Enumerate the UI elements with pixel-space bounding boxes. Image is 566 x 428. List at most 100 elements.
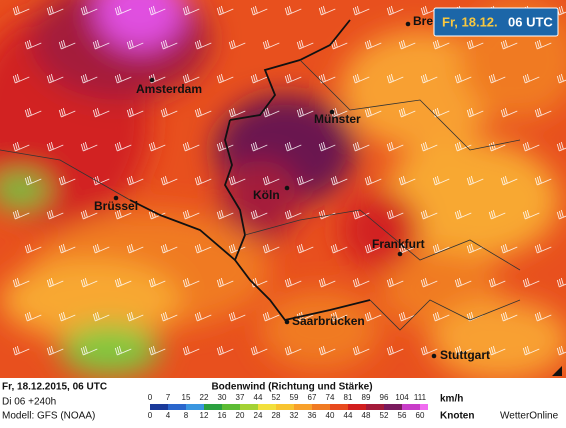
knots-label: 56	[398, 411, 407, 420]
wind-barb	[92, 107, 110, 118]
wind-barb	[500, 39, 518, 50]
wind-barb	[352, 73, 370, 84]
wind-barb	[330, 311, 348, 322]
scale-cell	[348, 404, 366, 410]
wind-barb	[284, 209, 302, 220]
scale-cell	[168, 404, 186, 410]
wind-barb	[284, 277, 302, 288]
kmh-label: 15	[182, 393, 191, 402]
wind-barb	[92, 175, 110, 186]
wind-barb	[522, 141, 540, 152]
knots-label: 40	[326, 411, 335, 420]
wind-barb	[352, 141, 370, 152]
wind-barb	[318, 141, 336, 152]
footer-run: Di 06 +240h	[2, 397, 56, 408]
wind-barb	[46, 5, 64, 16]
city-label: Frankfurt	[372, 237, 425, 251]
footer-model: Modell: GFS (NOAA)	[2, 411, 95, 422]
wind-barb	[80, 73, 98, 84]
wind-barb	[194, 243, 212, 254]
footer-datetime: Fr, 18.12.2015, 06 UTC	[2, 382, 107, 393]
wind-barb	[398, 39, 416, 50]
wind-barb	[488, 345, 506, 356]
wind-barb	[228, 107, 246, 118]
wind-barb	[58, 175, 76, 186]
wind-barb	[194, 175, 212, 186]
wind-barb	[420, 345, 438, 356]
wind-barb	[216, 345, 234, 356]
wind-barb	[466, 107, 484, 118]
scale-cell	[330, 404, 348, 410]
wind-barb	[250, 5, 268, 16]
wind-barb	[398, 107, 416, 118]
wind-barb	[262, 39, 280, 50]
wind-barb	[216, 141, 234, 152]
wind-barb	[262, 107, 280, 118]
wind-barb	[488, 73, 506, 84]
wind-barb	[114, 345, 132, 356]
knots-label: 44	[344, 411, 353, 420]
wind-barb	[364, 311, 382, 322]
kmh-label: 89	[362, 393, 371, 402]
knots-label: 16	[218, 411, 227, 420]
wind-barb	[466, 311, 484, 322]
wind-barb	[46, 209, 64, 220]
wind-barb	[126, 107, 144, 118]
city-label: Stuttgart	[440, 348, 490, 362]
knots-label: 0	[148, 411, 153, 420]
kmh-label: 22	[200, 393, 209, 402]
wind-barb	[386, 5, 404, 16]
wind-barb	[488, 209, 506, 220]
wind-barb	[148, 277, 166, 288]
wind-barb	[386, 73, 404, 84]
wind-barb	[488, 277, 506, 288]
wind-barb	[534, 243, 552, 254]
wind-barb	[228, 311, 246, 322]
kmh-label: 67	[308, 393, 317, 402]
badge-date: Fr, 18.12.	[442, 14, 498, 29]
wind-barb	[420, 5, 438, 16]
wind-barb	[284, 5, 302, 16]
city-dot	[397, 251, 403, 257]
wind-barb	[46, 345, 64, 356]
scale-cell	[204, 404, 222, 410]
wind-barb	[12, 345, 30, 356]
kmh-label: 96	[380, 393, 389, 402]
wind-barb	[522, 345, 540, 356]
wind-barbs	[12, 5, 566, 356]
wind-barb	[454, 141, 472, 152]
borders	[129, 19, 371, 322]
brand: WetterOnline	[500, 411, 559, 422]
wind-barb	[114, 209, 132, 220]
wind-barb	[364, 107, 382, 118]
knots-label: 60	[416, 411, 425, 420]
wind-barb	[432, 243, 450, 254]
wind-barb	[194, 107, 212, 118]
regional-borders	[0, 59, 521, 331]
kmh-label: 104	[395, 393, 409, 402]
wind-barb	[318, 277, 336, 288]
wind-barb	[148, 5, 166, 16]
wind-barb	[228, 175, 246, 186]
wind-barb	[432, 311, 450, 322]
knots-label: 32	[290, 411, 299, 420]
wind-barb	[250, 345, 268, 356]
wind-barb	[522, 209, 540, 220]
footer: Fr, 18.12.2015, 06 UTC Di 06 +240h Model…	[2, 382, 559, 422]
wind-barb	[194, 39, 212, 50]
wind-barb	[466, 175, 484, 186]
wind-barb	[182, 73, 200, 84]
city-label: Münster	[314, 112, 361, 126]
wind-barb	[182, 5, 200, 16]
wind-barb	[114, 141, 132, 152]
wind-barb	[12, 73, 30, 84]
wind-barb	[330, 39, 348, 50]
wind-barb	[182, 345, 200, 356]
scale-cell	[366, 404, 384, 410]
city-dot	[329, 109, 335, 115]
wind-barb	[80, 209, 98, 220]
wind-barb	[262, 311, 280, 322]
scale-cell	[258, 404, 276, 410]
wind-barb	[420, 141, 438, 152]
scale-cell	[240, 404, 258, 410]
